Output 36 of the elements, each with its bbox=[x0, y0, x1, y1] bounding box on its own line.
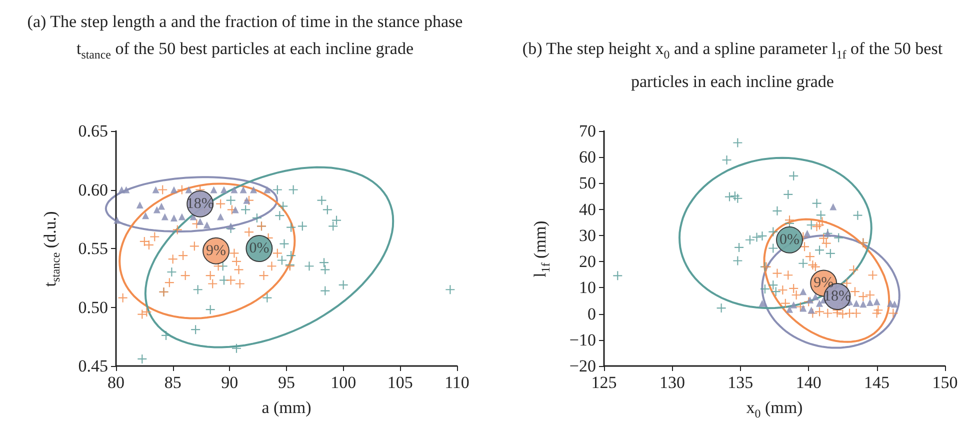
x-tick-label: 135 bbox=[728, 373, 754, 392]
y-tick-label: 0 bbox=[588, 304, 596, 324]
y-tick-label: 70 bbox=[579, 122, 596, 140]
x-tick-label: 95 bbox=[278, 373, 295, 392]
x-tick-label: 110 bbox=[444, 373, 470, 392]
y-tick-label: 50 bbox=[579, 174, 596, 193]
y-tick-label: 0.60 bbox=[78, 180, 108, 200]
chart-title: (b) The step height x$_{0}$ and a spline parameter l$_{1f}$ of the 50 best particles in each incline grade bbox=[522, 39, 943, 92]
y-tick-label: 20 bbox=[579, 252, 596, 272]
x-tick-label: 80 bbox=[108, 373, 124, 392]
x-tick-label: 85 bbox=[164, 373, 182, 392]
chart-title: (a) The step length a and the fraction of time in the stance phase t$_{stance}$ of the 50 best particles at each incline grade bbox=[26, 11, 464, 64]
x-tick-label: 100 bbox=[330, 373, 356, 392]
y-tick-label: 0.45 bbox=[78, 356, 108, 376]
y-tick-label: 0.50 bbox=[78, 298, 108, 317]
y-tick-label: 10 bbox=[579, 278, 596, 298]
y-tick-label: −10 bbox=[569, 330, 596, 350]
x-axis-title: x$_{0}$ (mm) bbox=[745, 398, 804, 422]
x-tick-label: 150 bbox=[932, 373, 958, 392]
y-tick-label: 40 bbox=[579, 200, 596, 219]
x-tick-label: 90 bbox=[221, 373, 238, 392]
annotation: 0% bbox=[780, 232, 800, 248]
x-tick-label: 105 bbox=[387, 373, 413, 392]
annotation: 0% bbox=[249, 240, 270, 256]
annotation: 9% bbox=[206, 242, 226, 259]
x-tick-label: 145 bbox=[864, 373, 890, 392]
y-tick-label: 60 bbox=[579, 148, 596, 167]
y-tick-label: 0.55 bbox=[78, 239, 108, 258]
x-tick-label: 140 bbox=[796, 373, 822, 392]
y-tick-label: 0.65 bbox=[78, 122, 108, 140]
x-axis-title: a (mm) bbox=[260, 398, 312, 418]
x-tick-label: 130 bbox=[659, 373, 685, 392]
y-tick-label: 30 bbox=[579, 226, 596, 245]
y-tick-label: −20 bbox=[569, 356, 596, 376]
x-tick-label: 125 bbox=[591, 373, 617, 392]
annotation: 9% bbox=[814, 275, 834, 292]
